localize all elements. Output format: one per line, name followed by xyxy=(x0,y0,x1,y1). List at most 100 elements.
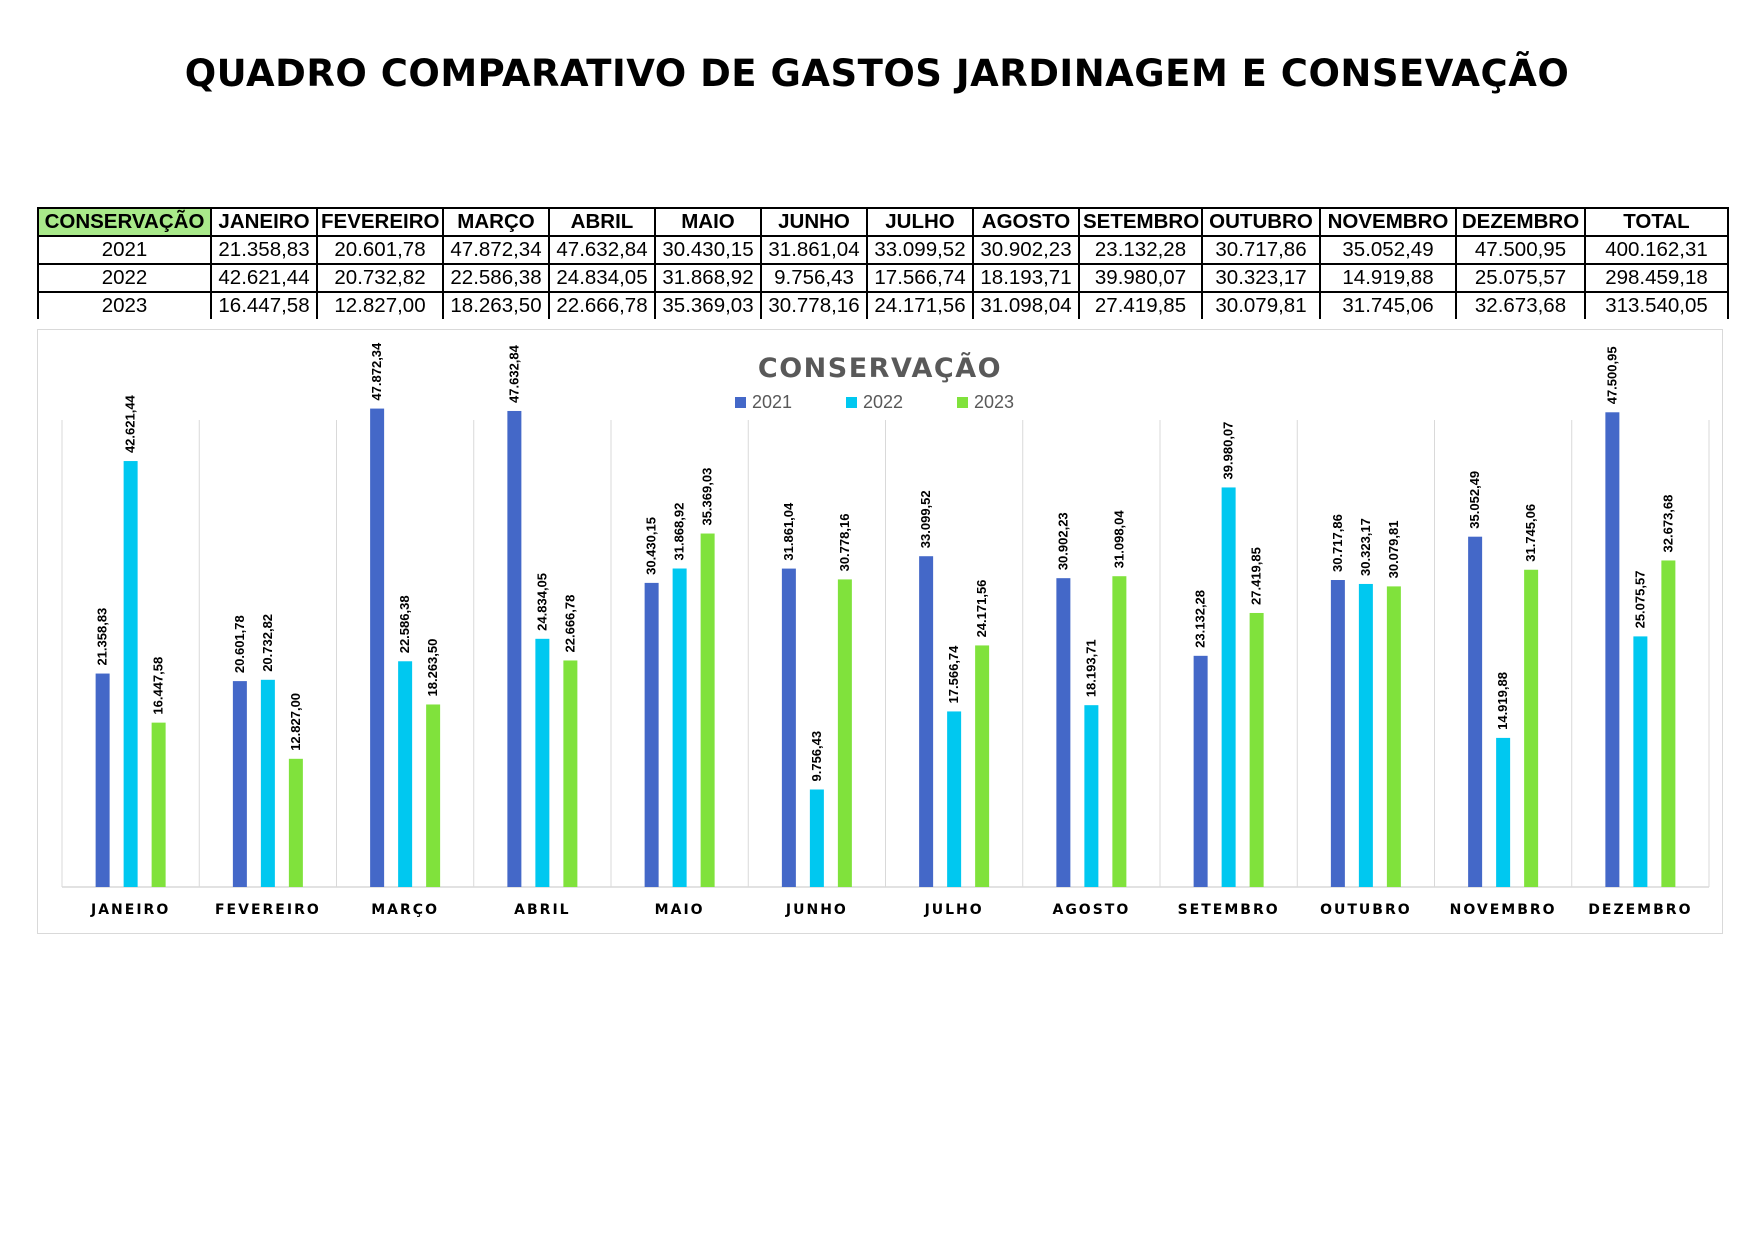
bar-2022-fevereiro xyxy=(260,679,275,887)
table-header-cell: AGOSTO xyxy=(972,207,1080,237)
bar-2021-agosto xyxy=(1056,578,1071,887)
table-header-cell: JANEIRO xyxy=(210,207,318,237)
data-label-2022-janeiro: 42.621,44 xyxy=(123,394,138,453)
data-label-2022-fevereiro: 20.732,82 xyxy=(260,614,275,672)
data-label-2023-setembro: 27.419,85 xyxy=(1249,547,1264,605)
bar-2022-abril xyxy=(535,638,550,887)
data-label-2021-janeiro: 21.358,83 xyxy=(95,608,110,666)
bar-2022-dezembro xyxy=(1633,636,1648,887)
table-row: 2022 42.621,44 20.732,82 22.586,38 24.834,05… xyxy=(37,263,1729,293)
table-row-year: 2021 xyxy=(37,235,212,265)
data-label-2021-outubro: 30.717,86 xyxy=(1330,514,1345,572)
table-cell: 31.868,92 xyxy=(654,263,762,293)
table-cell: 47.872,34 xyxy=(442,235,550,265)
table-cell: 47.632,84 xyxy=(548,235,656,265)
table-cell: 42.621,44 xyxy=(210,263,318,293)
bar-2021-junho xyxy=(781,568,796,887)
table-cell: 24.171,56 xyxy=(866,291,974,319)
legend-swatch-2021 xyxy=(735,397,746,408)
table-header-cell: FEVEREIRO xyxy=(316,207,444,237)
bar-2023-outubro xyxy=(1386,586,1401,887)
table-header-cell: ABRIL xyxy=(548,207,656,237)
data-label-2021-março: 47.872,34 xyxy=(369,342,384,401)
bar-2022-junho xyxy=(809,789,824,887)
bar-2022-maio xyxy=(672,568,687,887)
category-label: JANEIRO xyxy=(90,902,170,918)
table-header-cell: NOVEMBRO xyxy=(1319,207,1457,237)
data-label-2021-agosto: 30.902,23 xyxy=(1055,512,1070,570)
table-header-cell: JULHO xyxy=(866,207,974,237)
data-label-2021-dezembro: 47.500,95 xyxy=(1604,346,1619,404)
table-cell: 31.098,04 xyxy=(972,291,1080,319)
legend-label-2022: 2022 xyxy=(863,392,903,412)
data-label-2021-junho: 31.861,04 xyxy=(781,502,796,561)
bar-2023-maio xyxy=(700,533,715,887)
bar-2021-outubro xyxy=(1330,580,1345,887)
bar-2021-setembro xyxy=(1193,655,1208,887)
table-row-year: 2022 xyxy=(37,263,212,293)
table-cell: 22.586,38 xyxy=(442,263,550,293)
data-label-2021-julho: 33.099,52 xyxy=(918,490,933,548)
table-header-cell: DEZEMBRO xyxy=(1455,207,1586,237)
table-cell: 31.861,04 xyxy=(760,235,868,265)
legend-label-2023: 2023 xyxy=(974,392,1014,412)
data-label-2023-fevereiro: 12.827,00 xyxy=(288,693,303,751)
table-header-cell: MAIO xyxy=(654,207,762,237)
bar-2022-setembro xyxy=(1221,487,1236,887)
bar-2022-julho xyxy=(947,711,962,887)
data-label-2022-agosto: 18.193,71 xyxy=(1083,639,1098,697)
table-header-cell: JUNHO xyxy=(760,207,868,237)
data-label-2022-novembro: 14.919,88 xyxy=(1495,672,1510,730)
table-cell: 23.132,28 xyxy=(1078,235,1203,265)
table-cell: 30.430,15 xyxy=(654,235,762,265)
table-cell: 30.323,17 xyxy=(1201,263,1321,293)
table-header-cell: OUTUBRO xyxy=(1201,207,1321,237)
data-label-2022-julho: 17.566,74 xyxy=(946,645,961,704)
bar-2023-novembro xyxy=(1524,569,1539,887)
table-cell: 16.447,58 xyxy=(210,291,318,319)
bar-2021-julho xyxy=(919,556,934,887)
bar-2023-março xyxy=(426,704,441,887)
data-label-2023-outubro: 30.079,81 xyxy=(1386,521,1401,579)
bar-2021-fevereiro xyxy=(232,681,247,887)
data-label-2021-setembro: 23.132,28 xyxy=(1193,590,1208,648)
bar-2021-maio xyxy=(644,582,659,887)
data-label-2022-junho: 9.756,43 xyxy=(809,731,824,782)
data-label-2023-maio: 35.369,03 xyxy=(700,468,715,526)
table-cell: 14.919,88 xyxy=(1319,263,1457,293)
legend-label-2021: 2021 xyxy=(752,392,792,412)
table-cell: 9.756,43 xyxy=(760,263,868,293)
chart-svg: CONSERVAÇÃO 2021 2022 2023 21.358,83 42.621,4… xyxy=(61,342,1710,918)
category-label: FEVEREIRO xyxy=(215,902,321,918)
chart-title: CONSERVAÇÃO xyxy=(758,352,1002,384)
bar-2023-fevereiro xyxy=(288,758,303,887)
table-cell: 21.358,83 xyxy=(210,235,318,265)
bar-2022-outubro xyxy=(1358,583,1373,887)
conservacao-chart: CONSERVAÇÃO 2021 2022 2023 21.358,83 42.621,4… xyxy=(37,329,1723,934)
category-label: OUTUBRO xyxy=(1320,902,1412,918)
data-label-2022-março: 22.586,38 xyxy=(397,595,412,653)
expenses-table: CONSERVAÇÃO JANEIRO FEVEREIRO MARÇO ABRIL MAI… xyxy=(37,207,1729,319)
table-cell: 17.566,74 xyxy=(866,263,974,293)
category-label: MAIO xyxy=(655,902,705,918)
category-label: ABRIL xyxy=(514,902,570,918)
table-header-cell: MARÇO xyxy=(442,207,550,237)
table-cell: 12.827,00 xyxy=(316,291,444,319)
table-cell: 18.193,71 xyxy=(972,263,1080,293)
data-label-2021-maio: 30.430,15 xyxy=(644,517,659,575)
bar-2023-setembro xyxy=(1249,612,1264,887)
table-cell: 47.500,95 xyxy=(1455,235,1586,265)
table-cell: 39.980,07 xyxy=(1078,263,1203,293)
table-row: 2021 21.358,83 20.601,78 47.872,34 47.632,84… xyxy=(37,235,1729,265)
bar-2023-junho xyxy=(837,579,852,887)
table-cell: 30.079,81 xyxy=(1201,291,1321,319)
data-label-2023-julho: 24.171,56 xyxy=(974,580,989,638)
data-label-2022-abril: 24.834,05 xyxy=(534,573,549,631)
data-label-2021-fevereiro: 20.601,78 xyxy=(232,615,247,673)
bar-2022-março xyxy=(398,661,413,887)
bar-2022-novembro xyxy=(1496,737,1511,887)
table-header-cell: TOTAL xyxy=(1584,207,1729,237)
data-label-2022-setembro: 39.980,07 xyxy=(1221,422,1236,480)
page-title: QUADRO COMPARATIVO DE GASTOS JARDINAGEM … xyxy=(184,52,1570,95)
table-cell: 30.778,16 xyxy=(760,291,868,319)
